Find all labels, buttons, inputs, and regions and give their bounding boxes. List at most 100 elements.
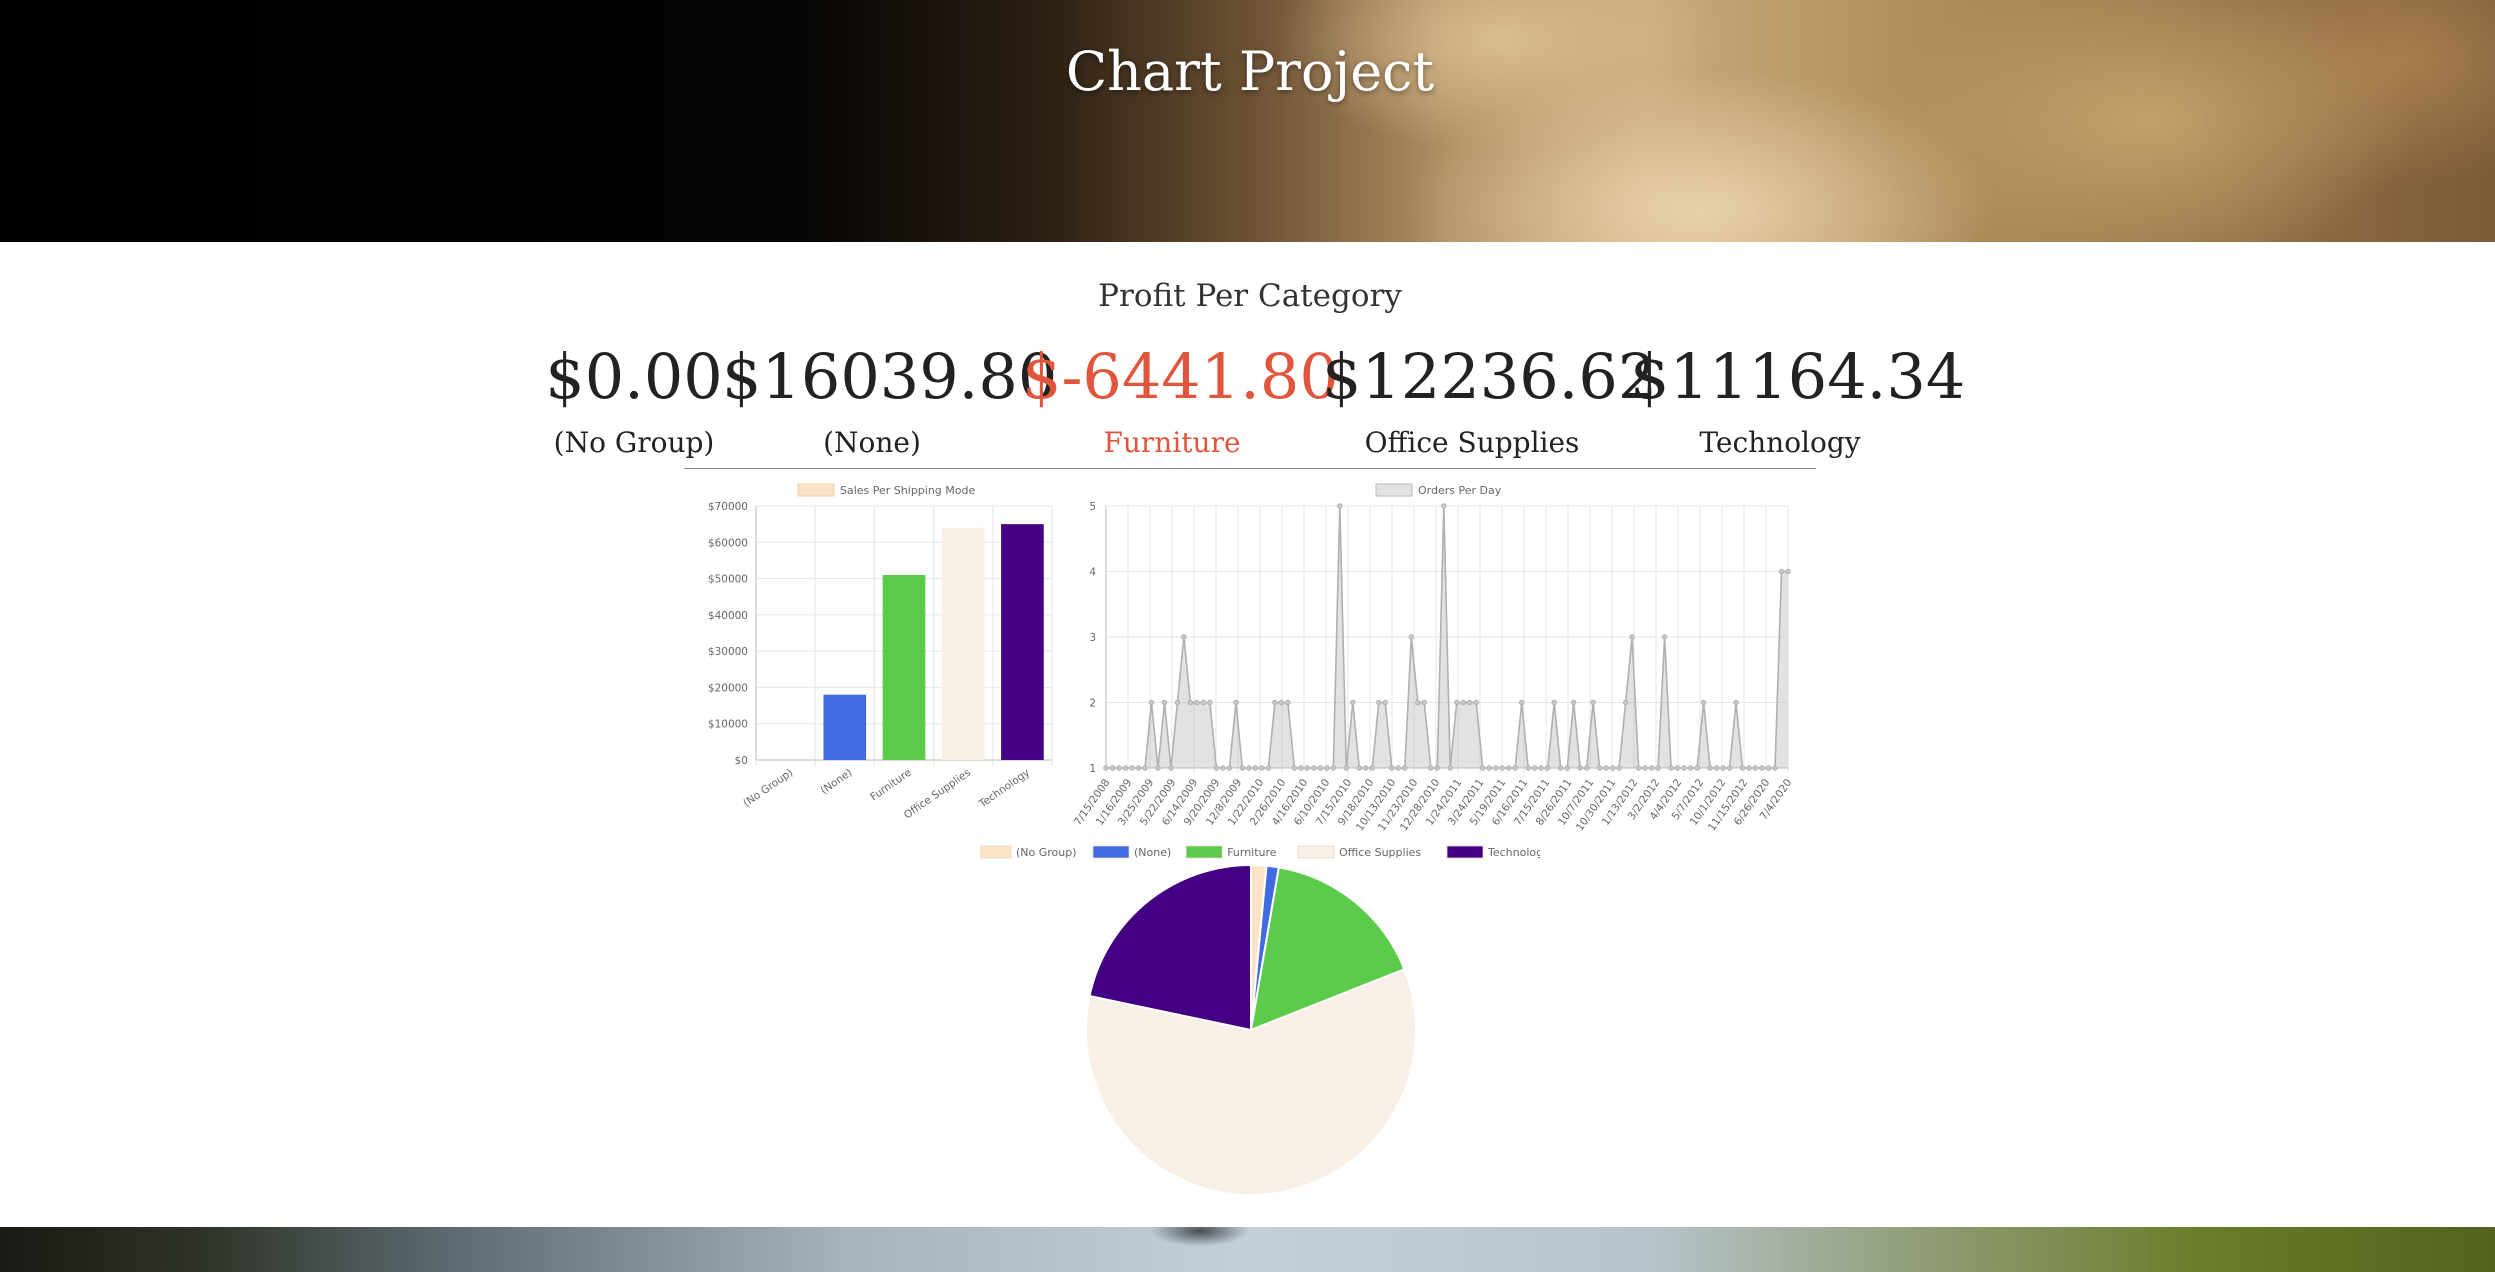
data-point <box>1480 765 1486 771</box>
y-tick-label: $20000 <box>708 682 748 694</box>
legend-label: Office Supplies <box>1339 846 1421 859</box>
data-point <box>1278 699 1285 706</box>
data-point <box>1447 765 1453 771</box>
data-point <box>1142 765 1148 771</box>
data-point <box>1148 699 1155 706</box>
x-tick-label: Furniture <box>868 767 914 804</box>
legend-swatch <box>797 483 835 497</box>
data-point <box>1518 699 1525 706</box>
data-point <box>1642 765 1648 771</box>
data-point <box>1557 765 1564 771</box>
data-point <box>1661 634 1668 640</box>
data-point <box>1174 699 1181 706</box>
data-point <box>1207 699 1213 706</box>
data-point <box>1694 765 1700 771</box>
category-furniture: $-6441.80 Furniture <box>1022 340 1339 459</box>
data-point <box>1239 765 1246 771</box>
legend-swatch <box>1092 845 1130 859</box>
y-tick-label: $50000 <box>708 574 748 586</box>
pie-slice <box>1088 863 1252 1032</box>
category-value: $0.00 <box>545 340 723 413</box>
data-point <box>1493 765 1499 771</box>
data-point <box>1525 765 1531 771</box>
data-point <box>1343 765 1350 771</box>
data-point <box>1674 765 1681 771</box>
data-point <box>1668 765 1674 771</box>
legend-label: Furniture <box>1227 846 1277 859</box>
data-point <box>1778 568 1785 575</box>
data-point <box>1739 765 1746 771</box>
data-point <box>1311 765 1317 771</box>
data-point <box>1324 765 1330 771</box>
data-point <box>1454 699 1460 706</box>
data-point <box>1707 765 1713 771</box>
data-point <box>1577 765 1583 771</box>
category-label: Technology <box>1699 426 1861 459</box>
data-point <box>1194 699 1200 706</box>
pie-slice <box>1085 967 1417 1196</box>
bar <box>941 527 985 760</box>
data-point <box>1785 568 1791 575</box>
data-point <box>1103 765 1109 771</box>
data-point <box>1752 765 1759 771</box>
data-point <box>1304 765 1311 771</box>
data-point <box>1655 765 1661 771</box>
data-point <box>1161 699 1168 706</box>
bar <box>823 694 867 760</box>
pie-chart: (No Group) (None) Furniture Office Supplies… <box>980 845 1540 1196</box>
data-point <box>1700 699 1707 706</box>
category-value: $12236.62 <box>1322 340 1658 413</box>
data-point <box>1499 765 1505 771</box>
data-point <box>1317 765 1324 771</box>
data-point <box>1616 765 1622 771</box>
category-label: Furniture <box>1103 426 1241 459</box>
category-label: (No Group) <box>553 426 715 459</box>
data-point <box>1512 765 1518 771</box>
data-point <box>1486 765 1492 771</box>
data-point <box>1687 765 1694 771</box>
y-tick-label: $0 <box>735 755 748 767</box>
data-point <box>1434 765 1440 771</box>
x-tick-label: Technology <box>976 767 1032 811</box>
data-point <box>1441 503 1447 509</box>
data-point <box>1116 765 1122 771</box>
y-tick-label: 4 <box>1089 567 1096 579</box>
data-point <box>1570 699 1577 706</box>
data-point <box>1122 765 1129 771</box>
data-point <box>1551 699 1557 706</box>
data-point <box>1265 765 1272 771</box>
category-value: $-6441.80 <box>1022 340 1339 413</box>
data-point <box>1733 699 1739 706</box>
data-point <box>1350 699 1356 706</box>
category-value: $11164.34 <box>1630 340 1966 413</box>
data-point <box>1609 765 1616 771</box>
data-point <box>1583 765 1590 771</box>
y-tick-label: $40000 <box>708 610 748 622</box>
data-point <box>1213 765 1220 771</box>
hero-banner: Chart Project <box>0 0 2495 242</box>
data-point <box>1233 699 1239 706</box>
series-line <box>1106 505 1788 769</box>
data-point <box>1376 699 1382 706</box>
legend-swatch <box>1375 483 1413 497</box>
legend-swatch <box>1185 845 1223 859</box>
data-point <box>1506 765 1512 771</box>
data-point <box>1590 699 1596 706</box>
data-point <box>1635 765 1642 771</box>
page-title: Chart Project <box>1065 40 1435 103</box>
y-tick-label: $10000 <box>708 719 748 731</box>
data-point <box>1415 699 1421 706</box>
data-point <box>1181 634 1187 640</box>
data-point <box>1395 765 1401 771</box>
y-tick-label: 5 <box>1089 501 1096 513</box>
category-none: $16039.80 (None) <box>722 340 1057 459</box>
data-point <box>1720 765 1726 771</box>
legend-label: (No Group) <box>1016 846 1077 859</box>
category-no-group: $0.00 (No Group) <box>484 340 784 459</box>
data-point <box>1291 765 1298 771</box>
footer-banner <box>0 1227 2495 1272</box>
data-point <box>1467 699 1473 706</box>
y-tick-label: 3 <box>1089 632 1096 644</box>
data-point <box>1337 503 1343 509</box>
data-point <box>1155 765 1161 771</box>
